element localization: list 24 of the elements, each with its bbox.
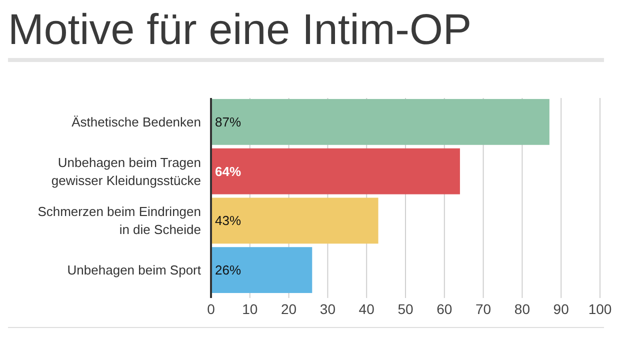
- bar: [211, 198, 378, 244]
- bar: [211, 148, 460, 194]
- bar: [211, 247, 312, 294]
- x-tick-label: 50: [398, 301, 414, 317]
- x-tick-label: 20: [281, 301, 297, 317]
- y-tick-label: Unbehagen beim Sport: [67, 262, 202, 278]
- data-label: 64%: [215, 164, 242, 179]
- data-label: 43%: [215, 213, 242, 228]
- x-tick-label: 30: [320, 301, 336, 317]
- x-tick-label: 40: [358, 301, 375, 317]
- y-tick-label: Unbehagen beim Tragen gewisser Kleidungsstücke: [51, 154, 201, 188]
- x-tick-label: 100: [588, 301, 612, 317]
- x-tick-label: 0: [207, 301, 216, 317]
- x-tick-label: 10: [242, 301, 258, 317]
- data-label: 87%: [215, 114, 242, 130]
- x-tick-label: 60: [436, 301, 452, 317]
- chart-title: Motive für eine Intim-OP: [8, 6, 472, 54]
- x-tick-label: 90: [553, 301, 570, 317]
- y-tick-label: Schmerzen beim Eindringen in die Scheide: [38, 204, 201, 238]
- bar: [211, 98, 550, 145]
- data-label: 26%: [215, 262, 242, 278]
- y-tick-label: Ästhetische Bedenken: [72, 114, 201, 130]
- x-tick-label: 70: [476, 301, 492, 317]
- x-tick-label: 80: [514, 301, 530, 317]
